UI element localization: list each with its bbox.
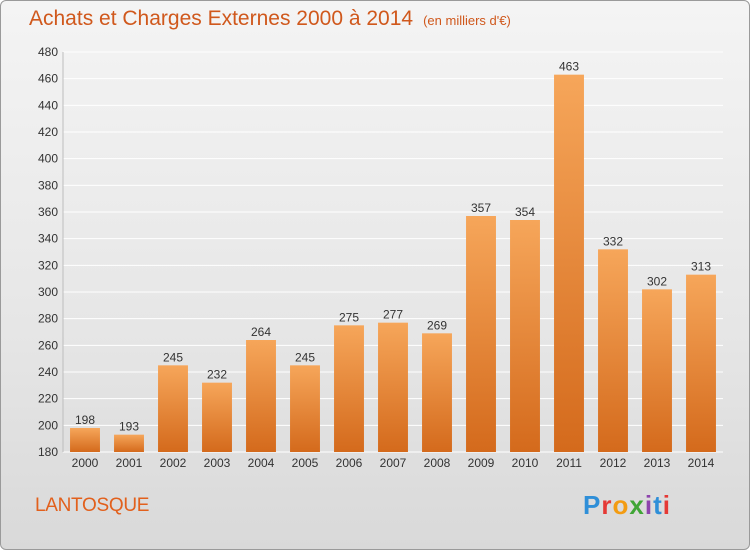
- bar-value-label: 357: [471, 201, 491, 215]
- bar-2014: [686, 274, 716, 452]
- bar-value-label: 354: [515, 205, 535, 219]
- y-tick-label: 360: [38, 205, 58, 219]
- bar-2005: [290, 365, 320, 452]
- x-tick-label: 2002: [160, 456, 187, 470]
- chart-title: Achats et Charges Externes 2000 à 2014 (e…: [29, 7, 511, 31]
- y-tick-label: 440: [38, 98, 58, 112]
- x-tick-label: 2008: [424, 456, 451, 470]
- bar-2011: [554, 74, 584, 453]
- y-tick-label: 280: [38, 312, 58, 326]
- logo-letter: i: [662, 490, 671, 520]
- logo-letter: x: [629, 490, 645, 520]
- bar-value-label: 193: [119, 420, 139, 434]
- x-tick-label: 2004: [248, 456, 275, 470]
- x-tick-label: 2013: [644, 456, 671, 470]
- y-tick-label: 460: [38, 72, 58, 86]
- y-tick-label: 180: [38, 445, 58, 459]
- y-tick-label: 320: [38, 258, 58, 272]
- bar-2013: [642, 289, 672, 452]
- logo-letter: o: [612, 490, 630, 520]
- commune-name: LANTOSQUE: [35, 495, 150, 516]
- bar-2008: [422, 333, 452, 452]
- x-tick-label: 2003: [204, 456, 231, 470]
- bar-2012: [598, 249, 628, 452]
- bar-2001: [114, 434, 144, 452]
- y-tick-label: 420: [38, 125, 58, 139]
- y-axis: 180 200 220 240 260 280 300 320 340 360 380 400 420 4…: [38, 45, 64, 459]
- chart-title-text: Achats et Charges Externes 2000 à 2014: [29, 7, 414, 30]
- x-axis: 2000 2001 2002 2003 2004 2005 2006 2007 2008 2009…: [72, 456, 715, 470]
- bar-value-label: 198: [75, 413, 95, 427]
- bar-2004: [246, 340, 276, 452]
- bar-value-label: 269: [427, 318, 447, 332]
- bar-value-label: 264: [251, 325, 271, 339]
- bar-2007: [378, 322, 408, 452]
- x-tick-label: 2010: [512, 456, 539, 470]
- x-tick-label: 2000: [72, 456, 99, 470]
- x-tick-label: 2005: [292, 456, 319, 470]
- bar-2010: [510, 220, 540, 452]
- x-tick-label: 2006: [336, 456, 363, 470]
- x-tick-label: 2011: [556, 456, 582, 470]
- bar-value-label: 277: [383, 308, 403, 322]
- bar-2000: [70, 428, 100, 452]
- bar-value-label: 245: [295, 350, 315, 364]
- y-tick-label: 300: [38, 285, 58, 299]
- proxiti-logo[interactable]: Proxiti: [583, 490, 671, 521]
- y-tick-label: 400: [38, 152, 58, 166]
- bar-value-label: 275: [339, 310, 359, 324]
- x-tick-label: 2014: [688, 456, 715, 470]
- x-tick-label: 2012: [600, 456, 627, 470]
- bar-value-label: 302: [647, 274, 667, 288]
- y-tick-label: 200: [38, 418, 58, 432]
- bar-2009: [466, 216, 496, 452]
- logo-letter: r: [601, 490, 613, 520]
- bar-value-label: 232: [207, 368, 227, 382]
- y-tick-label: 220: [38, 392, 58, 406]
- bar-value-label: 313: [691, 260, 711, 274]
- chart-unit: (en milliers d'€): [423, 13, 511, 28]
- bar-2002: [158, 365, 188, 452]
- logo-letter: t: [653, 490, 663, 520]
- x-tick-label: 2007: [380, 456, 407, 470]
- x-tick-label: 2009: [468, 456, 495, 470]
- y-tick-label: 340: [38, 232, 58, 246]
- bar-value-label: 332: [603, 234, 623, 248]
- x-tick-label: 2001: [116, 456, 143, 470]
- logo-letter: i: [644, 490, 654, 520]
- bars: 198 193 245 232 264 245 275 277 269 357 354 463 332 3…: [70, 60, 716, 453]
- logo-letter: P: [583, 490, 602, 520]
- bar-2003: [202, 382, 232, 452]
- y-tick-label: 380: [38, 178, 58, 192]
- y-tick-label: 480: [38, 45, 58, 59]
- y-tick-label: 260: [38, 338, 58, 352]
- y-tick-label: 240: [38, 365, 58, 379]
- bar-value-label: 245: [163, 350, 183, 364]
- bar-2006: [334, 325, 364, 452]
- bar-value-label: 463: [559, 60, 579, 74]
